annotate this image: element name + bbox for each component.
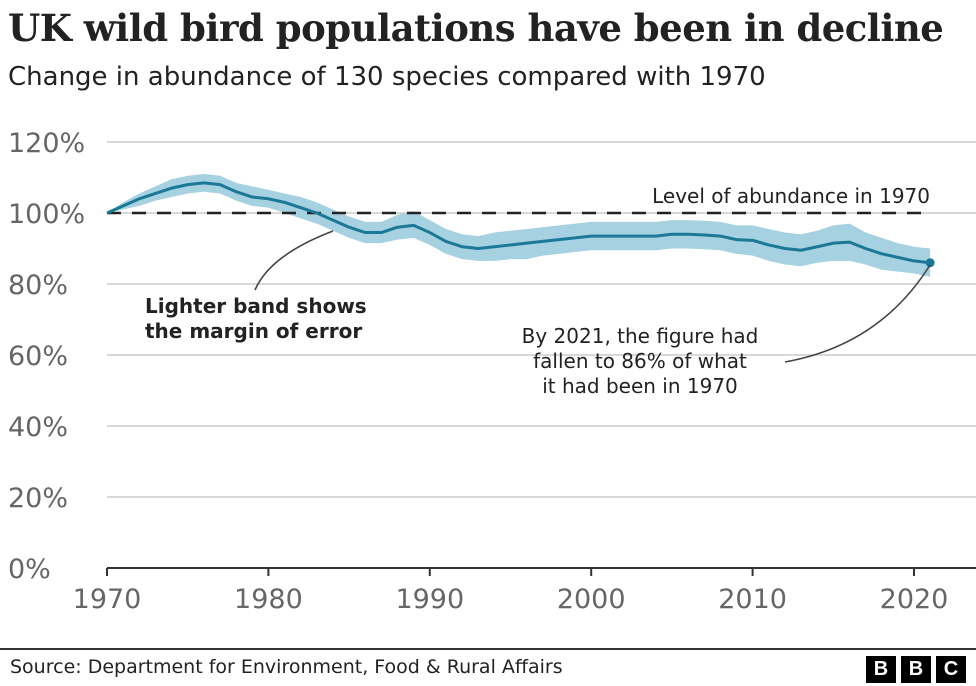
source-note: Source: Department for Environment, Food… xyxy=(10,656,563,678)
annotation-text: it had been in 1970 xyxy=(542,374,738,398)
x-tick-label: 1990 xyxy=(395,584,464,615)
y-tick-label: 20% xyxy=(8,483,68,514)
y-tick-label: 0% xyxy=(8,554,51,585)
annotation-leader xyxy=(254,230,334,291)
annotation-text: fallen to 86% of what xyxy=(533,349,747,373)
x-tick-label: 2020 xyxy=(880,584,949,615)
annotation-leader xyxy=(784,264,931,363)
x-tick-label: 2010 xyxy=(718,584,787,615)
bbc-logo-letter: B xyxy=(866,656,896,683)
x-tick-label: 2000 xyxy=(557,584,626,615)
y-tick-label: 100% xyxy=(8,199,85,230)
y-tick-label: 80% xyxy=(8,270,68,301)
bbc-logo-letter: B xyxy=(901,656,931,683)
data-point xyxy=(925,258,935,268)
y-tick-label: 60% xyxy=(8,341,68,372)
series-line xyxy=(106,181,931,265)
footer-divider xyxy=(0,648,976,650)
y-tick-label: 40% xyxy=(8,412,68,443)
chart-title: UK wild bird populations have been in de… xyxy=(8,6,944,50)
x-tick-label: 1970 xyxy=(73,584,142,615)
x-tick-label: 1980 xyxy=(234,584,303,615)
annotation-text: Lighter band shows xyxy=(145,294,367,318)
annotation-text: the margin of error xyxy=(145,319,362,343)
reference-line-label: Level of abundance in 1970 xyxy=(652,184,930,208)
y-tick-label: 120% xyxy=(8,128,85,159)
chart-subtitle: Change in abundance of 130 species compa… xyxy=(8,62,766,92)
annotation-text: By 2021, the figure had xyxy=(522,324,759,348)
bbc-logo-letter: C xyxy=(936,656,966,683)
bbc-logo: B B C xyxy=(866,656,966,683)
